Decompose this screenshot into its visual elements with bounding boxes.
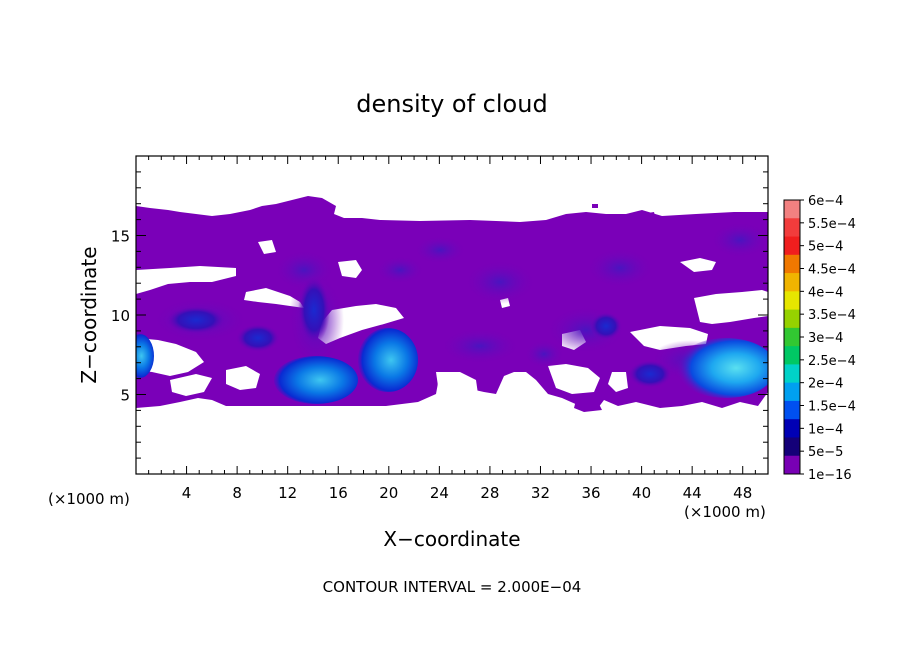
x-tick-label: 8 [232, 484, 242, 502]
colorbar-swatch [784, 218, 800, 238]
colorbar-swatch [784, 236, 800, 256]
contour-interval-note: CONTOUR INTERVAL = 2.000E−04 [323, 578, 582, 596]
colorbar-label: 3.5e−4 [808, 308, 856, 323]
density-field [136, 196, 768, 412]
colorbar-label: 5e−4 [808, 240, 843, 255]
cloud-fragment [642, 212, 656, 222]
x-tick-label: 44 [683, 484, 702, 502]
colorbar-label: 1e−4 [808, 422, 843, 437]
colorbar-label: 4.5e−4 [808, 263, 856, 278]
colorbar-swatch [784, 273, 800, 292]
colorbar-swatch [784, 200, 800, 219]
colorbar: 6e−4 5.5e−4 5e−4 4.5e−4 4e−4 3.5e−4 3e−4 2.5e−4… [783, 194, 856, 483]
x-tick-label: 24 [430, 484, 449, 502]
colorbar-swatch [784, 254, 800, 274]
colorbar-label: 1e−16 [808, 468, 852, 483]
colorbar-swatch [784, 327, 800, 347]
x-tick-label: 32 [531, 484, 550, 502]
colorbar-label: 5.5e−4 [808, 217, 856, 232]
y-axis-label: Z−coordinate [77, 246, 101, 383]
colorbar-label: 6e−4 [808, 194, 843, 209]
x-axis-label: X−coordinate [383, 527, 520, 551]
colorbar-swatch [784, 291, 800, 311]
colorbar-label: 5e−5 [808, 445, 843, 460]
colorbar-label: 3e−4 [808, 331, 843, 346]
colorbar-swatch [784, 309, 800, 329]
y-tick-label: 10 [111, 307, 130, 325]
colorbar-swatch [784, 400, 800, 420]
colorbar-label: 2.5e−4 [808, 354, 856, 369]
chart-title: density of cloud [356, 90, 547, 118]
y-tick-label: 15 [111, 228, 130, 246]
x-unit-left: (×1000 m) [48, 490, 130, 508]
x-tick-label: 40 [632, 484, 651, 502]
x-tick-label: 48 [733, 484, 752, 502]
y-axis-ticks: 5 10 15 [111, 171, 768, 459]
x-tick-label: 16 [329, 484, 348, 502]
colorbar-swatch [784, 382, 800, 402]
x-tick-label: 20 [379, 484, 398, 502]
x-unit-right: (×1000 m) [684, 503, 766, 521]
x-tick-label: 36 [581, 484, 600, 502]
colorbar-swatch [784, 419, 800, 438]
colorbar-label: 1.5e−4 [808, 400, 856, 415]
cloud-fragment [574, 398, 602, 412]
x-tick-label: 4 [182, 484, 192, 502]
x-tick-label: 12 [278, 484, 297, 502]
colorbar-swatch [784, 364, 800, 384]
high-density-regions [136, 276, 768, 404]
colorbar-swatch [784, 455, 800, 475]
colorbar-label: 2e−4 [808, 377, 843, 392]
x-axis-ticks: 4 8 12 16 20 24 28 32 36 40 44 48 [148, 156, 756, 502]
y-tick-label: 5 [120, 387, 130, 405]
colorbar-swatch [784, 346, 800, 365]
colorbar-label: 4e−4 [808, 285, 843, 300]
cloud-fragment [592, 204, 598, 208]
x-tick-label: 28 [480, 484, 499, 502]
colorbar-swatch [784, 437, 800, 457]
